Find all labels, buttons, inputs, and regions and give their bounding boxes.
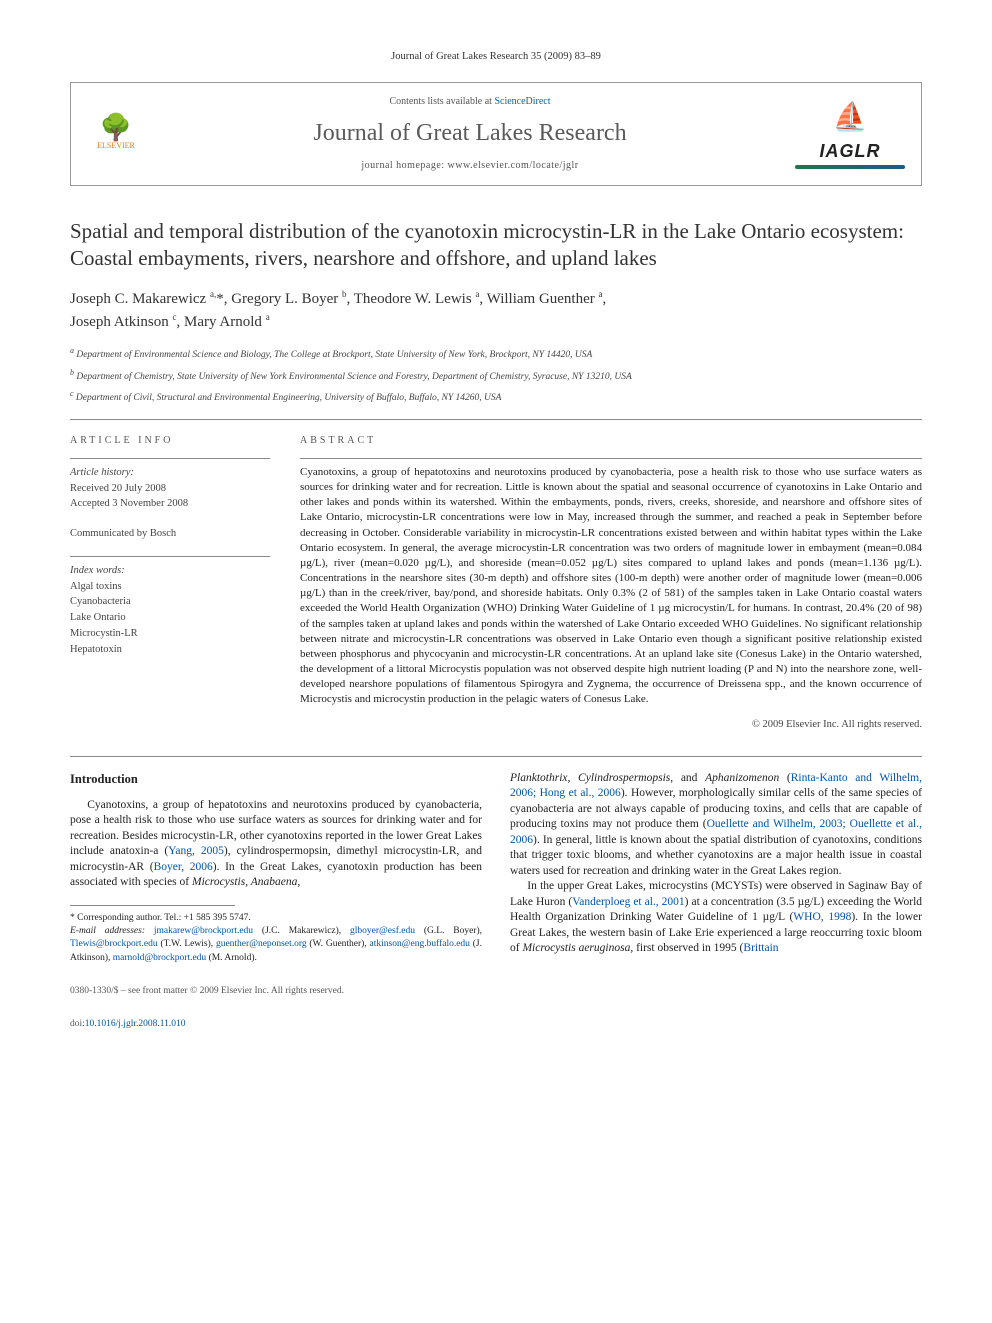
swoosh-icon	[795, 165, 905, 169]
homepage-url[interactable]: www.elsevier.com/locate/jglr	[448, 160, 579, 171]
index-word: Lake Ontario	[70, 610, 270, 626]
citation-link[interactable]: Vanderploeg et al., 2001	[572, 896, 684, 908]
email-link[interactable]: atkinson@eng.buffalo.edu	[370, 939, 470, 949]
article-info-column: ARTICLE INFO Article history: Received 2…	[70, 434, 270, 731]
divider	[300, 458, 922, 459]
header-center: Contents lists available at ScienceDirec…	[159, 95, 781, 172]
affiliation-c: c Department of Civil, Structural and En…	[70, 388, 922, 405]
iaglr-logo: ⛵ IAGLR	[795, 96, 905, 171]
email-link[interactable]: glboyer@esf.edu	[350, 926, 415, 936]
email-link[interactable]: jmakarew@brockport.edu	[154, 926, 253, 936]
index-word: Cyanobacteria	[70, 594, 270, 610]
tree-icon: 🌳	[100, 115, 132, 141]
index-word: Microcystin-LR	[70, 626, 270, 642]
index-word: Algal toxins	[70, 579, 270, 595]
footnote-rule	[70, 905, 235, 906]
email-addresses: E-mail addresses: jmakarew@brockport.edu…	[70, 925, 482, 965]
elsevier-label: ELSEVIER	[97, 141, 135, 152]
sciencedirect-link[interactable]: ScienceDirect	[494, 96, 550, 107]
info-abstract-row: ARTICLE INFO Article history: Received 2…	[70, 434, 922, 731]
journal-name: Journal of Great Lakes Research	[159, 117, 781, 149]
body-paragraph: Planktothrix, Cylindrospermopsis, and Ap…	[510, 771, 922, 880]
abstract-column: ABSTRACT Cyanotoxins, a group of hepatot…	[300, 434, 922, 731]
ship-icon: ⛵	[833, 99, 868, 137]
email-link[interactable]: guenther@neponset.org	[216, 939, 307, 949]
doi-link[interactable]: 10.1016/j.jglr.2008.11.010	[85, 1019, 186, 1029]
divider	[70, 419, 922, 420]
body-columns: Introduction Cyanotoxins, a group of hep…	[70, 771, 922, 965]
citation-link[interactable]: WHO, 1998	[793, 911, 851, 923]
doi-line: doi:10.1016/j.jglr.2008.11.010	[70, 1018, 922, 1031]
abstract-label: ABSTRACT	[300, 434, 922, 448]
body-paragraph: In the upper Great Lakes, microcystins (…	[510, 879, 922, 957]
article-title: Spatial and temporal distribution of the…	[70, 218, 922, 273]
corresponding-author: * Corresponding author. Tel.: +1 585 395…	[70, 912, 482, 925]
index-words-title: Index words:	[70, 563, 270, 579]
affiliation-a: a Department of Environmental Science an…	[70, 345, 922, 362]
email-link[interactable]: Tlewis@brockport.edu	[70, 939, 158, 949]
contents-line: Contents lists available at ScienceDirec…	[159, 95, 781, 109]
homepage-line: journal homepage: www.elsevier.com/locat…	[159, 159, 781, 173]
copyright: © 2009 Elsevier Inc. All rights reserved…	[300, 718, 922, 732]
divider	[70, 458, 270, 459]
abstract-text: Cyanotoxins, a group of hepatotoxins and…	[300, 465, 922, 708]
history-title: Article history:	[70, 465, 270, 481]
authors: Joseph C. Makarewicz a,*, Gregory L. Boy…	[70, 288, 922, 333]
email-label: E-mail addresses:	[70, 926, 145, 936]
affiliation-b: b Department of Chemistry, State Univers…	[70, 367, 922, 384]
divider	[70, 556, 270, 557]
citation-link[interactable]: Ouellette and Wilhelm, 2003; Ouellette e…	[510, 818, 922, 846]
iaglr-label: IAGLR	[820, 139, 881, 163]
citation-link[interactable]: Boyer, 2006	[154, 861, 213, 873]
citation-link[interactable]: Brittain	[743, 942, 778, 954]
journal-header-box: 🌳 ELSEVIER Contents lists available at S…	[70, 82, 922, 185]
index-word: Hepatotoxin	[70, 642, 270, 658]
contents-prefix: Contents lists available at	[389, 96, 494, 107]
index-words-block: Index words: Algal toxins Cyanobacteria …	[70, 563, 270, 658]
body-paragraph: Cyanotoxins, a group of hepatotoxins and…	[70, 798, 482, 891]
accepted-date: Accepted 3 November 2008	[70, 496, 270, 512]
footnotes: * Corresponding author. Tel.: +1 585 395…	[70, 912, 482, 965]
received-date: Received 20 July 2008	[70, 481, 270, 497]
introduction-heading: Introduction	[70, 771, 482, 788]
elsevier-logo: 🌳 ELSEVIER	[87, 99, 145, 169]
citation-link[interactable]: Yang, 2005	[168, 845, 224, 857]
article-history: Article history: Received 20 July 2008 A…	[70, 465, 270, 512]
email-link[interactable]: marnold@brockport.edu	[113, 953, 206, 963]
divider	[70, 756, 922, 757]
issn-line: 0380-1330/$ – see front matter © 2009 El…	[70, 985, 922, 998]
running-head: Journal of Great Lakes Research 35 (2009…	[70, 50, 922, 64]
communicated-by: Communicated by Bosch	[70, 526, 270, 542]
homepage-prefix: journal homepage:	[361, 160, 447, 171]
article-info-label: ARTICLE INFO	[70, 434, 270, 448]
